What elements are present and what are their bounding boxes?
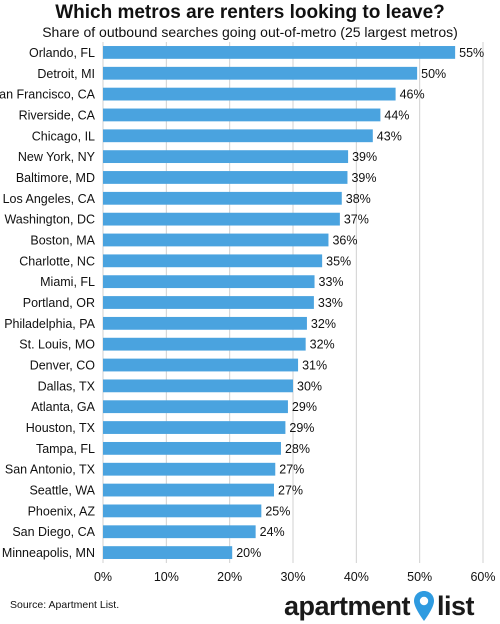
category-label: Los Angeles, CA [3,192,96,206]
bar [103,400,288,414]
bar [103,421,286,434]
apartment-list-logo: apartment list [284,589,475,623]
x-tick-label: 20% [217,570,242,584]
data-label: 46% [400,88,425,102]
category-label: Washington, DC [4,213,95,227]
category-label: Chicago, IL [32,129,95,143]
data-label: 55% [459,46,484,60]
chart-subtitle: Share of outbound searches going out-of-… [42,24,458,40]
data-label: 32% [311,317,336,331]
bar [103,46,456,59]
category-label: Tampa, FL [36,442,95,456]
bar [103,316,307,330]
data-label: 35% [326,254,351,268]
data-label: 27% [279,463,304,477]
data-label: 31% [302,359,327,373]
data-label: 44% [384,108,409,122]
bar [103,191,342,205]
bar [103,546,233,559]
category-label: Denver, CO [30,359,96,373]
bar [103,462,276,476]
bar [103,358,299,372]
bar [103,483,274,497]
bar [103,66,418,80]
bar [103,275,315,289]
bar [103,129,373,143]
data-label: 36% [332,233,357,247]
bar [103,525,256,539]
data-label: 29% [292,400,317,414]
category-label: Boston, MA [30,233,95,247]
data-label: 33% [318,296,343,310]
data-label: 30% [297,379,322,393]
x-tick-label: 60% [470,570,495,584]
data-label: 24% [260,525,285,539]
category-label: New York, NY [18,150,96,164]
category-label: Riverside, CA [19,108,96,122]
category-label: San Antonio, TX [5,463,96,477]
bar [103,441,281,455]
data-label: 28% [285,442,310,456]
category-label: Atlanta, GA [31,400,96,414]
category-label: Philadelphia, PA [4,317,95,331]
data-label: 43% [377,129,402,143]
map-pin-icon [414,591,435,621]
chart-title: Which metros are renters looking to leav… [55,2,445,23]
bar [103,337,306,351]
category-label: Phoenix, AZ [28,504,96,518]
category-label: Seattle, WA [29,484,95,498]
bar [103,212,340,226]
x-tick-label: 50% [407,570,432,584]
bar-chart: 0% 10% 20% 30% 40% 50% 60% Orlando, FL 55% Detroi… [0,42,496,584]
data-label: 38% [346,192,371,206]
bar [103,171,348,184]
logo-text-right: list [437,590,475,621]
category-label: Minneapolis, MN [2,546,95,560]
data-label: 33% [319,275,344,289]
x-tick-label: 30% [280,570,305,584]
bar [103,504,262,518]
bar [103,108,381,122]
bar [103,296,314,309]
category-label: San Francisco, CA [0,88,96,102]
data-label: 32% [310,338,335,352]
bar [103,233,329,247]
category-label: Charlotte, NC [19,254,95,268]
x-tick-label: 0% [94,570,112,584]
data-label: 25% [265,504,290,518]
bar [103,379,293,393]
category-label: Baltimore, MD [16,171,95,185]
data-label: 39% [351,171,376,185]
data-label: 39% [352,150,377,164]
source-note: Source: Apartment List. [10,599,120,611]
bar [103,254,323,268]
category-label: Portland, OR [23,296,95,310]
data-label: 50% [421,67,446,81]
category-label: San Diego, CA [12,525,95,539]
category-label: Dallas, TX [38,379,96,393]
data-label: 20% [236,546,261,560]
x-tick-label: 40% [344,570,369,584]
data-label: 27% [278,484,303,498]
bar [103,150,349,164]
logo-text-left: apartment [284,590,411,621]
data-label: 37% [344,213,369,227]
category-label: St. Louis, MO [19,338,95,352]
bar [103,87,396,101]
data-label: 29% [289,421,314,435]
category-label: Miami, FL [40,275,95,289]
x-tick-label: 10% [154,570,179,584]
category-label: Houston, TX [26,421,96,435]
category-label: Orlando, FL [29,46,95,60]
category-label: Detroit, MI [37,67,95,81]
